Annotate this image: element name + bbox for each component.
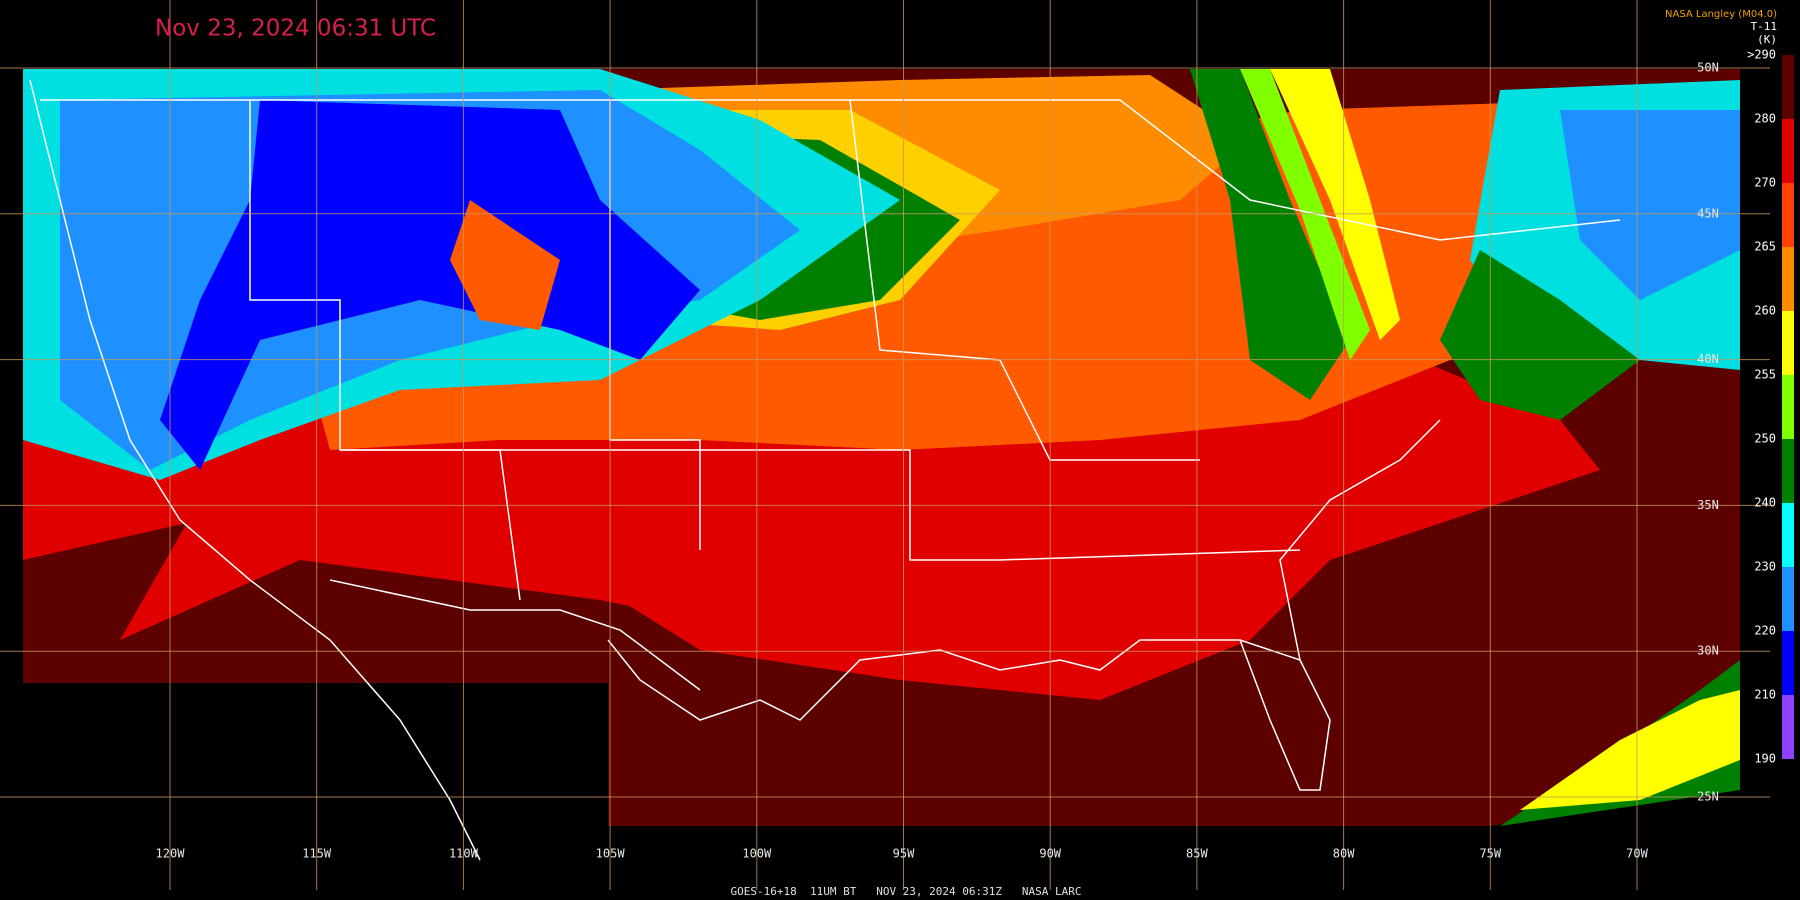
colorbar-segment xyxy=(1782,183,1794,247)
longitude-label: 70W xyxy=(1626,847,1648,861)
longitude-label: 85W xyxy=(1186,847,1208,861)
longitude-label: 90W xyxy=(1039,847,1061,861)
longitude-label: 95W xyxy=(893,847,915,861)
colorbar-segment xyxy=(1782,567,1794,631)
front-band xyxy=(1270,69,1400,340)
colorbar-label: 255 xyxy=(1754,368,1776,382)
longitude-label: 110W xyxy=(449,847,479,861)
colorbar-label: 210 xyxy=(1754,688,1776,702)
colorbar-segment xyxy=(1782,247,1794,311)
colorbar-label: 260 xyxy=(1754,304,1776,318)
green-region xyxy=(1500,660,1740,826)
border xyxy=(40,99,1621,241)
orange-region xyxy=(450,200,560,330)
latitude-label: 50N xyxy=(1697,61,1719,75)
graticule: 120W 115W 110W 105W 100W 95W 90W 85W 80W 75W 70W 50… xyxy=(0,0,1770,890)
colorbar-segment xyxy=(1782,119,1794,183)
colorbar-label: 230 xyxy=(1754,560,1776,574)
colorbar-segment xyxy=(1782,631,1794,695)
longitude-label: 75W xyxy=(1479,847,1501,861)
colorbar-label: 220 xyxy=(1754,624,1776,638)
latitude-label: 30N xyxy=(1697,644,1719,658)
blue-region xyxy=(160,100,700,470)
colorbar-segment xyxy=(1782,375,1794,439)
colorbar-label: 250 xyxy=(1754,432,1776,446)
coastline xyxy=(607,419,1441,721)
colorbar-label: 270 xyxy=(1754,176,1776,190)
front-band xyxy=(1240,69,1370,360)
coastline xyxy=(29,79,481,861)
colorbar-segment xyxy=(1782,55,1794,119)
red-region xyxy=(120,470,1330,660)
colorbar: >290 280 270 265 260 255 250 240 230 220 210 190 xyxy=(1747,48,1794,766)
front-band xyxy=(1190,69,1350,400)
colorbar-segment xyxy=(1782,311,1794,375)
colorbar-segment xyxy=(1782,439,1794,503)
colorbar-label: >290 xyxy=(1747,48,1776,62)
longitude-label: 105W xyxy=(596,847,626,861)
state-line xyxy=(340,449,1301,561)
latitude-label: 35N xyxy=(1697,498,1719,512)
colorbar-label: 190 xyxy=(1754,752,1776,766)
channel-label: T-11 xyxy=(1751,20,1778,33)
timestamp-title: Nov 23, 2024 06:31 UTC xyxy=(155,16,436,42)
longitude-label: 115W xyxy=(302,847,332,861)
latitude-label: 45N xyxy=(1697,206,1719,220)
light-blue-region xyxy=(1560,110,1740,300)
colorbar-label: 240 xyxy=(1754,496,1776,510)
imagery xyxy=(23,69,1740,826)
coastline xyxy=(1239,639,1331,791)
longitude-label: 100W xyxy=(742,847,772,861)
colorbar-segment xyxy=(1782,503,1794,567)
latitude-label: 25N xyxy=(1697,790,1719,804)
source-label: NASA Langley (M04.0) xyxy=(1665,9,1777,20)
colorbar-label: 280 xyxy=(1754,112,1776,126)
unit-label: (K) xyxy=(1757,33,1777,46)
longitude-label: 120W xyxy=(156,847,186,861)
latitude-label: 40N xyxy=(1697,352,1719,366)
border xyxy=(329,579,701,691)
longitude-label: 80W xyxy=(1333,847,1355,861)
colorbar-segment xyxy=(1782,695,1794,759)
yellow-region xyxy=(1520,690,1740,810)
footer: GOES-16+18 11UM BT NOV 23, 2024 06:31Z N… xyxy=(731,885,1082,898)
colorbar-label: 265 xyxy=(1754,240,1776,254)
